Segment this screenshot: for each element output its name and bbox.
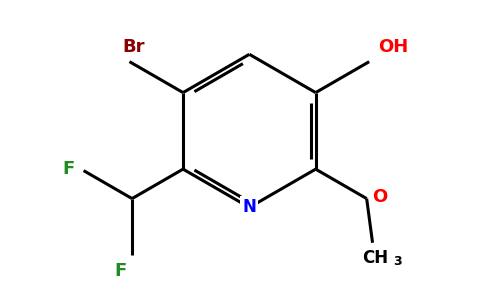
Text: CH: CH: [363, 249, 389, 267]
Text: 3: 3: [393, 254, 402, 268]
Text: N: N: [242, 198, 257, 216]
Text: OH: OH: [378, 38, 408, 56]
Text: F: F: [114, 262, 126, 280]
Text: Br: Br: [122, 38, 145, 56]
Text: F: F: [62, 160, 75, 178]
Text: O: O: [373, 188, 388, 206]
